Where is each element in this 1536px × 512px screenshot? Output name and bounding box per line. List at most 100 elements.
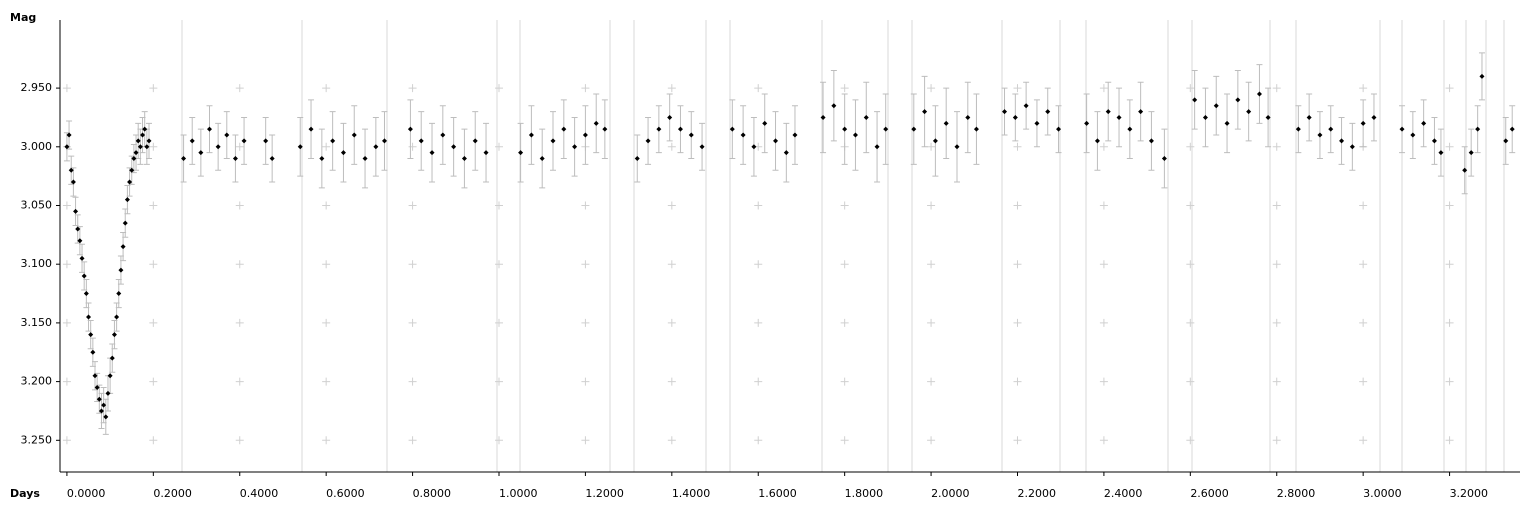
data-point — [572, 144, 578, 150]
data-point — [418, 138, 424, 144]
x-tick-label: 1.2000 — [585, 487, 624, 500]
data-point — [1306, 114, 1312, 120]
grid-cross — [1013, 201, 1022, 210]
grid-cross — [1359, 84, 1368, 93]
data-point — [602, 126, 608, 132]
grid-cross — [235, 84, 244, 93]
grid-cross — [667, 84, 676, 93]
data-point — [1421, 120, 1427, 126]
data-point — [593, 120, 599, 126]
grid-cross — [408, 377, 417, 386]
grid-cross — [1099, 84, 1108, 93]
data-point — [1023, 103, 1029, 109]
data-point — [86, 314, 92, 320]
grid-cross — [1099, 436, 1108, 445]
data-point — [792, 132, 798, 138]
data-point — [773, 138, 779, 144]
data-point — [1105, 109, 1111, 115]
data-point — [1045, 109, 1051, 115]
data-point — [118, 267, 124, 273]
grid-cross — [1186, 142, 1195, 151]
data-point — [66, 132, 72, 138]
grid-cross — [1186, 318, 1195, 327]
grid-cross — [1359, 201, 1368, 210]
data-point — [88, 332, 94, 338]
grid-cross — [1272, 318, 1281, 327]
data-point — [181, 156, 187, 162]
grid-cross — [667, 318, 676, 327]
data-point — [81, 273, 87, 279]
grid-cross — [1099, 142, 1108, 151]
x-tick-label: 3.0000 — [1363, 487, 1402, 500]
data-point — [550, 138, 556, 144]
grid-cross — [927, 201, 936, 210]
data-point — [1317, 132, 1323, 138]
data-point — [111, 332, 117, 338]
grid-cross — [149, 436, 158, 445]
grid-cross — [408, 201, 417, 210]
data-point — [1475, 126, 1481, 132]
data-point — [1148, 138, 1154, 144]
grid-cross — [840, 201, 849, 210]
data-point — [911, 126, 917, 132]
grid-cross — [235, 436, 244, 445]
grid-cross — [322, 377, 331, 386]
data-point — [70, 179, 76, 185]
data-point — [699, 144, 705, 150]
data-point — [954, 144, 960, 150]
grid-cross — [62, 84, 71, 93]
grid-cross — [1359, 436, 1368, 445]
grid-cross — [667, 436, 676, 445]
data-point — [561, 126, 567, 132]
data-point — [140, 132, 146, 138]
data-point — [127, 179, 133, 185]
data-point — [539, 156, 545, 162]
grid-cross — [494, 84, 503, 93]
grid-cross — [581, 201, 590, 210]
x-tick-label: 3.2000 — [1450, 487, 1489, 500]
grid-cross — [408, 260, 417, 269]
data-point — [122, 220, 128, 226]
x-tick-label: 0.8000 — [413, 487, 452, 500]
data-point — [874, 144, 880, 150]
grid-cross — [1099, 377, 1108, 386]
data-point — [1002, 109, 1008, 115]
data-point — [429, 150, 435, 156]
grid-cross — [1445, 260, 1454, 269]
data-point — [120, 244, 126, 250]
data-point — [932, 138, 938, 144]
data-point — [351, 132, 357, 138]
data-point — [1410, 132, 1416, 138]
grid-cross — [494, 201, 503, 210]
data-point — [90, 349, 96, 355]
x-tick-label: 0.0000 — [67, 487, 106, 500]
x-tick-label: 2.4000 — [1104, 487, 1143, 500]
grid-cross — [581, 260, 590, 269]
data-point — [1509, 126, 1515, 132]
grid-cross — [235, 377, 244, 386]
data-point — [83, 291, 89, 297]
y-tick-label: 3.000 — [21, 140, 53, 153]
data-point — [528, 132, 534, 138]
grid-cross — [1359, 260, 1368, 269]
grid-cross — [1272, 142, 1281, 151]
data-point — [1265, 114, 1271, 120]
data-point — [215, 144, 221, 150]
data-point — [677, 126, 683, 132]
data-point — [1202, 114, 1208, 120]
data-point — [518, 150, 524, 156]
data-point — [1438, 150, 1444, 156]
data-point — [740, 132, 746, 138]
grid-cross — [1013, 318, 1022, 327]
grid-cross — [1186, 260, 1195, 269]
data-point — [116, 291, 122, 297]
grid-cross — [1013, 377, 1022, 386]
data-point — [1161, 156, 1167, 162]
grid-cross — [408, 84, 417, 93]
grid-cross — [927, 142, 936, 151]
data-point — [645, 138, 651, 144]
x-tick-label: 0.4000 — [240, 487, 279, 500]
y-tick-label: 3.100 — [21, 257, 53, 270]
data-point — [1256, 91, 1262, 97]
